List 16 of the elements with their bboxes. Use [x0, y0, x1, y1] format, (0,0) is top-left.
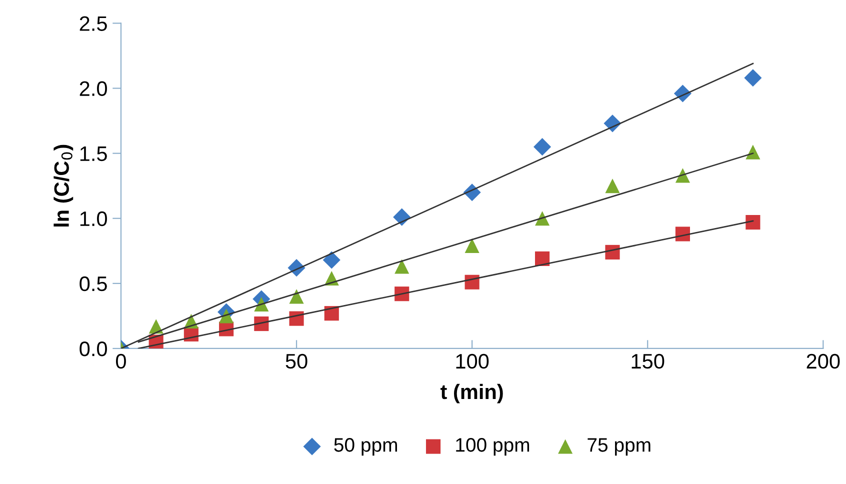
x-tick-label: 100	[456, 354, 489, 369]
y-tick-label: 1.0	[80, 211, 107, 226]
legend-label: 100 ppm	[456, 438, 530, 456]
x-tick-label: 200	[806, 354, 840, 369]
x-tick-label: 150	[632, 354, 664, 369]
y-tick-label: 0.5	[80, 276, 107, 292]
y-tick-label: 2.0	[80, 81, 107, 96]
x-axis-title: t (min)	[440, 384, 503, 404]
y-tick-label: 0.0	[80, 341, 107, 356]
x-tick-label: 0	[116, 354, 126, 369]
legend-label: 50 ppm	[334, 438, 397, 456]
y-tick-label: 1.5	[80, 146, 107, 162]
x-tick-label: 50	[286, 354, 308, 369]
legend-label: 75 ppm	[588, 438, 650, 456]
y-tick-label: 2.5	[80, 16, 107, 31]
y-axis-title: ln (C/C$_{0}$)	[54, 144, 74, 226]
